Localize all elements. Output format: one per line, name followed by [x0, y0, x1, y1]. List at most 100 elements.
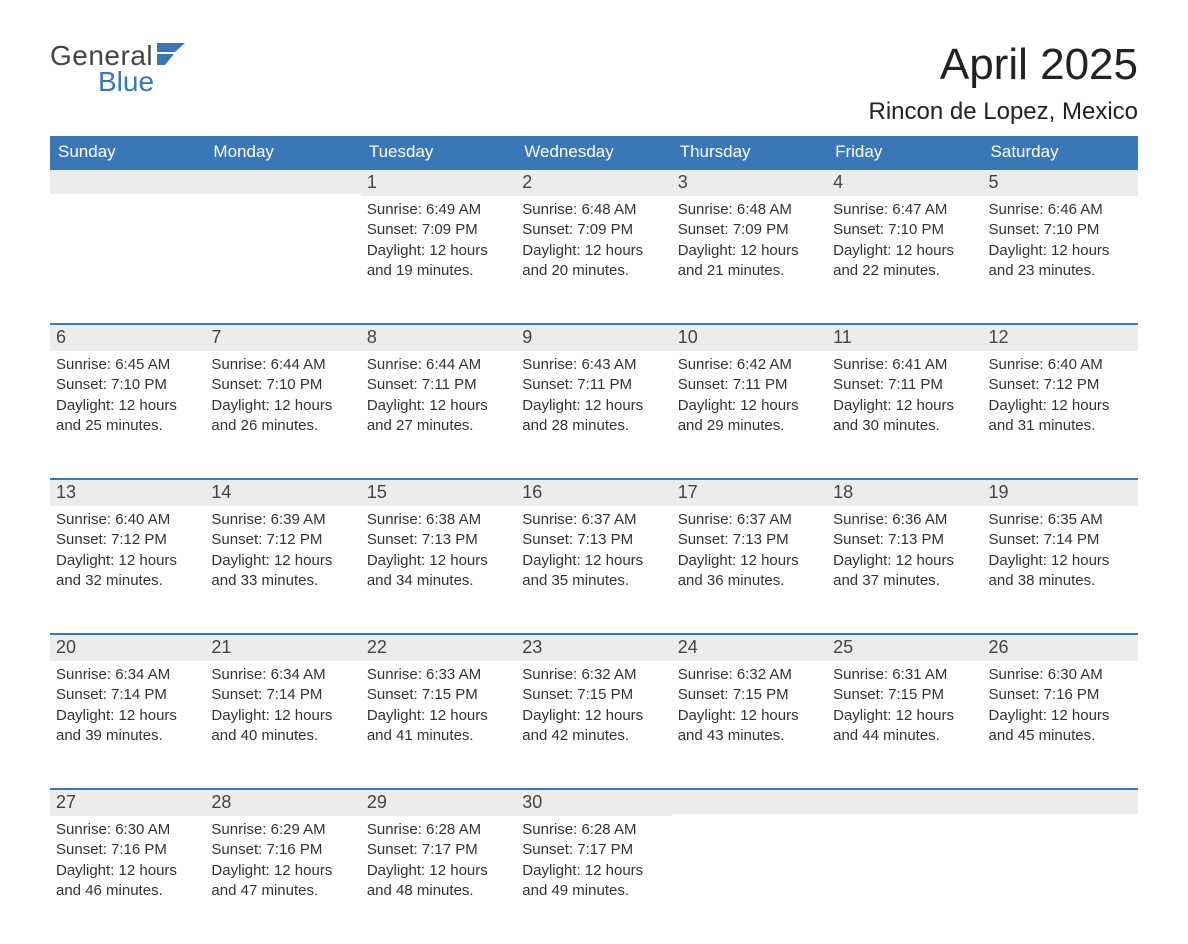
day-body: Sunrise: 6:29 AMSunset: 7:16 PMDaylight:… — [205, 816, 360, 911]
sunrise-text: Sunrise: 6:43 AM — [522, 355, 665, 375]
day-body: Sunrise: 6:45 AMSunset: 7:10 PMDaylight:… — [50, 351, 205, 446]
day-body: Sunrise: 6:48 AMSunset: 7:09 PMDaylight:… — [672, 196, 827, 291]
sunset-text: Sunset: 7:11 PM — [367, 375, 510, 395]
col-thursday: Thursday — [672, 136, 827, 169]
day-number-cell: 22 — [361, 634, 516, 661]
col-tuesday: Tuesday — [361, 136, 516, 169]
daylight-line1: Daylight: 12 hours — [989, 241, 1132, 261]
day-cell: Sunrise: 6:38 AMSunset: 7:13 PMDaylight:… — [361, 506, 516, 634]
day-body: Sunrise: 6:40 AMSunset: 7:12 PMDaylight:… — [50, 506, 205, 601]
day-number: 18 — [827, 480, 982, 506]
daylight-line2: and 34 minutes. — [367, 571, 510, 591]
sunset-text: Sunset: 7:09 PM — [678, 220, 821, 240]
daylight-line2: and 49 minutes. — [522, 881, 665, 901]
sunrise-text: Sunrise: 6:42 AM — [678, 355, 821, 375]
daylight-line1: Daylight: 12 hours — [678, 396, 821, 416]
day-number-cell: 26 — [983, 634, 1138, 661]
day-body: Sunrise: 6:36 AMSunset: 7:13 PMDaylight:… — [827, 506, 982, 601]
daylight-line1: Daylight: 12 hours — [367, 241, 510, 261]
sunset-text: Sunset: 7:09 PM — [522, 220, 665, 240]
daylight-line2: and 26 minutes. — [211, 416, 354, 436]
sunrise-text: Sunrise: 6:39 AM — [211, 510, 354, 530]
day-number-cell — [827, 789, 982, 816]
day-cell — [205, 196, 360, 324]
sunrise-text: Sunrise: 6:30 AM — [989, 665, 1132, 685]
sunset-text: Sunset: 7:15 PM — [678, 685, 821, 705]
sunrise-text: Sunrise: 6:37 AM — [678, 510, 821, 530]
day-cell: Sunrise: 6:40 AMSunset: 7:12 PMDaylight:… — [50, 506, 205, 634]
day-number: 11 — [827, 325, 982, 351]
daylight-line2: and 32 minutes. — [56, 571, 199, 591]
day-number: 28 — [205, 790, 360, 816]
sunrise-text: Sunrise: 6:32 AM — [678, 665, 821, 685]
sunset-text: Sunset: 7:17 PM — [367, 840, 510, 860]
day-cell: Sunrise: 6:49 AMSunset: 7:09 PMDaylight:… — [361, 196, 516, 324]
day-cell: Sunrise: 6:37 AMSunset: 7:13 PMDaylight:… — [672, 506, 827, 634]
daylight-line2: and 29 minutes. — [678, 416, 821, 436]
day-number-cell: 23 — [516, 634, 671, 661]
sunset-text: Sunset: 7:10 PM — [989, 220, 1132, 240]
week-daynum-row: 20212223242526 — [50, 634, 1138, 661]
daylight-line1: Daylight: 12 hours — [833, 241, 976, 261]
day-cell: Sunrise: 6:34 AMSunset: 7:14 PMDaylight:… — [50, 661, 205, 789]
sunrise-text: Sunrise: 6:29 AM — [211, 820, 354, 840]
sunrise-text: Sunrise: 6:38 AM — [367, 510, 510, 530]
day-cell: Sunrise: 6:40 AMSunset: 7:12 PMDaylight:… — [983, 351, 1138, 479]
daylight-line1: Daylight: 12 hours — [367, 551, 510, 571]
day-number: 14 — [205, 480, 360, 506]
day-number: 16 — [516, 480, 671, 506]
day-body: Sunrise: 6:46 AMSunset: 7:10 PMDaylight:… — [983, 196, 1138, 291]
daylight-line1: Daylight: 12 hours — [989, 396, 1132, 416]
daylight-line1: Daylight: 12 hours — [522, 241, 665, 261]
sunset-text: Sunset: 7:15 PM — [367, 685, 510, 705]
day-number: 17 — [672, 480, 827, 506]
sunset-text: Sunset: 7:09 PM — [367, 220, 510, 240]
week-daynum-row: 27282930 — [50, 789, 1138, 816]
day-number: 5 — [983, 170, 1138, 196]
day-number: 22 — [361, 635, 516, 661]
empty-day-number — [205, 170, 360, 194]
day-cell: Sunrise: 6:44 AMSunset: 7:10 PMDaylight:… — [205, 351, 360, 479]
daylight-line1: Daylight: 12 hours — [367, 396, 510, 416]
day-number-cell: 12 — [983, 324, 1138, 351]
daylight-line1: Daylight: 12 hours — [211, 706, 354, 726]
daylight-line1: Daylight: 12 hours — [833, 706, 976, 726]
daylight-line2: and 38 minutes. — [989, 571, 1132, 591]
daylight-line1: Daylight: 12 hours — [367, 706, 510, 726]
day-number: 13 — [50, 480, 205, 506]
daylight-line1: Daylight: 12 hours — [522, 551, 665, 571]
sunset-text: Sunset: 7:16 PM — [989, 685, 1132, 705]
daylight-line1: Daylight: 12 hours — [367, 861, 510, 881]
daylight-line1: Daylight: 12 hours — [56, 706, 199, 726]
sunrise-text: Sunrise: 6:40 AM — [56, 510, 199, 530]
day-number-cell: 30 — [516, 789, 671, 816]
day-body: Sunrise: 6:32 AMSunset: 7:15 PMDaylight:… — [672, 661, 827, 756]
day-number: 6 — [50, 325, 205, 351]
sunrise-text: Sunrise: 6:34 AM — [56, 665, 199, 685]
day-cell: Sunrise: 6:32 AMSunset: 7:15 PMDaylight:… — [672, 661, 827, 789]
day-body: Sunrise: 6:28 AMSunset: 7:17 PMDaylight:… — [361, 816, 516, 911]
sunrise-text: Sunrise: 6:47 AM — [833, 200, 976, 220]
day-number-cell — [983, 789, 1138, 816]
day-number: 23 — [516, 635, 671, 661]
sunset-text: Sunset: 7:14 PM — [56, 685, 199, 705]
sunset-text: Sunset: 7:10 PM — [211, 375, 354, 395]
daylight-line2: and 25 minutes. — [56, 416, 199, 436]
day-body: Sunrise: 6:34 AMSunset: 7:14 PMDaylight:… — [205, 661, 360, 756]
day-body: Sunrise: 6:38 AMSunset: 7:13 PMDaylight:… — [361, 506, 516, 601]
daylight-line2: and 37 minutes. — [833, 571, 976, 591]
daylight-line2: and 42 minutes. — [522, 726, 665, 746]
daylight-line2: and 36 minutes. — [678, 571, 821, 591]
week-daynum-row: 12345 — [50, 169, 1138, 196]
sunset-text: Sunset: 7:12 PM — [211, 530, 354, 550]
day-number-cell: 25 — [827, 634, 982, 661]
day-number-cell: 17 — [672, 479, 827, 506]
day-number-cell: 8 — [361, 324, 516, 351]
sunrise-text: Sunrise: 6:36 AM — [833, 510, 976, 530]
day-body: Sunrise: 6:33 AMSunset: 7:15 PMDaylight:… — [361, 661, 516, 756]
sunset-text: Sunset: 7:17 PM — [522, 840, 665, 860]
daylight-line2: and 41 minutes. — [367, 726, 510, 746]
day-cell: Sunrise: 6:35 AMSunset: 7:14 PMDaylight:… — [983, 506, 1138, 634]
daylight-line2: and 47 minutes. — [211, 881, 354, 901]
daylight-line2: and 28 minutes. — [522, 416, 665, 436]
